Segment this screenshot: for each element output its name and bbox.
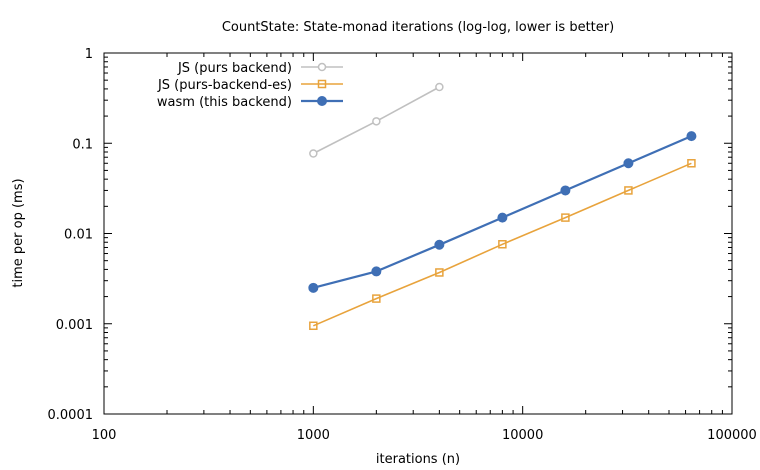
legend-label: JS (purs-backend-es) xyxy=(157,78,292,93)
y-tick-label: 0.1 xyxy=(72,137,93,152)
point-marker xyxy=(623,158,634,169)
point-marker xyxy=(308,282,319,293)
point-marker xyxy=(435,268,444,277)
x-tick-label: 100000 xyxy=(707,428,757,443)
point-marker xyxy=(372,294,381,303)
point-marker xyxy=(435,82,444,92)
series-1 xyxy=(309,82,444,158)
x-tick-label: 1000 xyxy=(297,428,330,443)
series-2 xyxy=(309,159,696,331)
point-marker xyxy=(372,117,381,126)
point-marker xyxy=(686,131,697,142)
point-marker xyxy=(317,79,327,89)
legend-label: JS (purs backend) xyxy=(177,61,292,76)
point-marker xyxy=(687,159,696,168)
point-marker xyxy=(497,212,508,223)
point-marker xyxy=(309,149,318,158)
y-axis-label: time per op (ms) xyxy=(11,178,26,287)
y-tick-label: 0.001 xyxy=(56,318,93,333)
point-marker xyxy=(371,266,382,277)
x-axis-label: iterations (n) xyxy=(376,452,460,467)
y-tick-label: 0.01 xyxy=(64,228,93,243)
point-marker xyxy=(434,239,445,250)
series-3 xyxy=(308,131,697,293)
series-group xyxy=(308,82,697,331)
point-marker xyxy=(317,96,327,106)
point-marker xyxy=(561,213,570,222)
y-tick-label: 1 xyxy=(85,47,93,62)
series-line xyxy=(313,135,692,289)
legend: JS (purs backend) JS (purs-backend-es) was… xyxy=(157,61,343,110)
chart-title: CountState: State-monad iterations (log-… xyxy=(222,20,614,35)
x-tick-label: 100 xyxy=(92,428,117,443)
point-marker xyxy=(560,185,571,196)
point-marker xyxy=(309,321,318,331)
y-tick-label: 0.0001 xyxy=(48,408,94,423)
axis-ticks: 100 1000 10000 100000 0.0001 0.001 0.01 0.1 1 xyxy=(48,47,757,443)
point-marker xyxy=(317,62,327,72)
x-tick-label: 10000 xyxy=(502,428,543,443)
legend-label: wasm (this backend) xyxy=(157,95,292,110)
point-marker xyxy=(498,240,507,249)
point-marker xyxy=(624,186,633,195)
series-line xyxy=(312,162,692,327)
